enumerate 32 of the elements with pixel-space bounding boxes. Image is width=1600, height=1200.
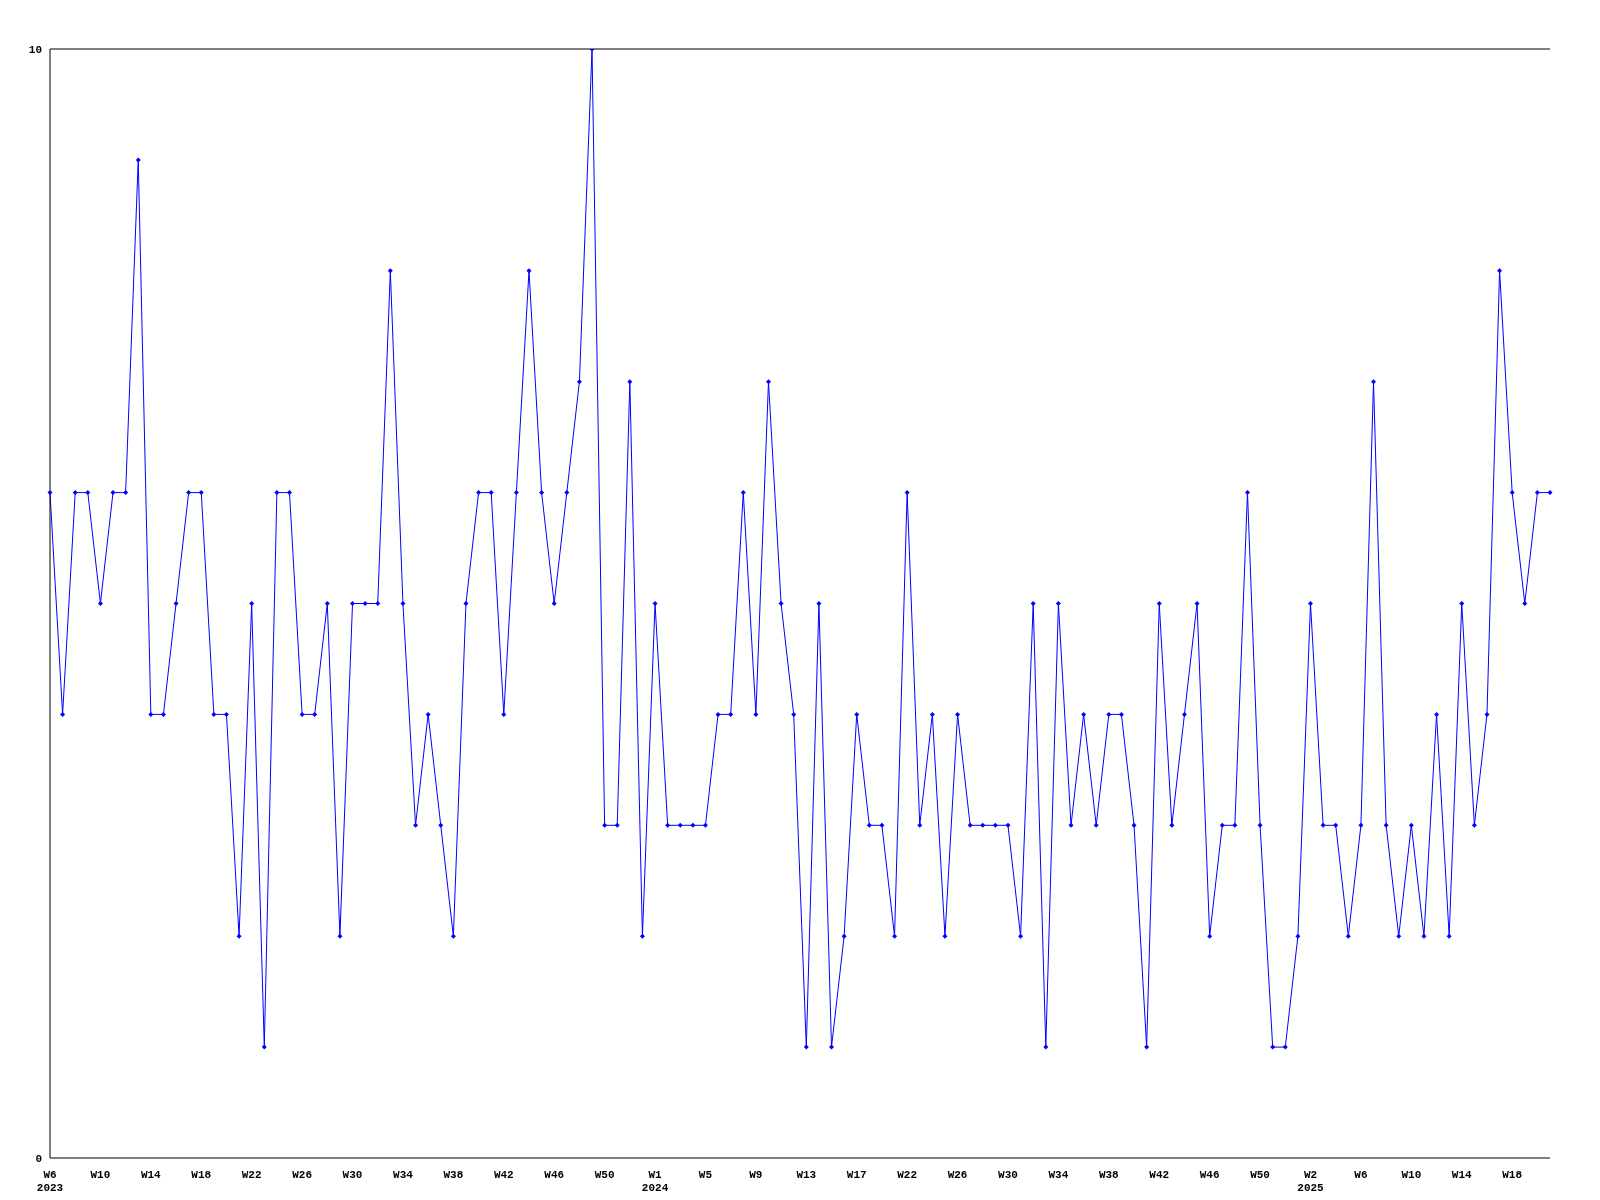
x-tick-label: W9 xyxy=(749,1169,763,1181)
y-tick-label: 10 xyxy=(28,43,42,56)
x-tick-label: W46 xyxy=(544,1169,565,1181)
x-tick-label: W13 xyxy=(796,1169,817,1181)
x-tick-label: W26 xyxy=(292,1169,313,1181)
x-tick-label: W38 xyxy=(443,1169,464,1181)
x-tick-label: W10 xyxy=(90,1169,111,1181)
x-tick-label: W34 xyxy=(1048,1169,1069,1181)
x-tick-label: W6 xyxy=(1354,1169,1368,1181)
x-tick-label: W30 xyxy=(998,1169,1018,1181)
x-tick-label: W18 xyxy=(1502,1169,1523,1181)
x-tick-label: W38 xyxy=(1098,1169,1120,1181)
x-tick-label: W14 xyxy=(140,1169,162,1181)
x-tick-label: W6 2023 xyxy=(36,1169,64,1194)
x-tick-label: W1 2024 xyxy=(641,1169,669,1194)
x-tick-label: W50 xyxy=(594,1169,615,1181)
x-tick-label: W42 xyxy=(1149,1169,1170,1181)
x-tick-label: W17 xyxy=(846,1169,867,1181)
x-tick-label: W10 xyxy=(1401,1169,1422,1181)
x-tick-label: W42 xyxy=(493,1169,514,1181)
x-tick-label: W30 xyxy=(342,1169,363,1181)
x-tick-label: W14 xyxy=(1451,1169,1473,1181)
y-tick-label: 0 xyxy=(35,1152,42,1165)
x-tick-label: W22 xyxy=(241,1169,262,1181)
x-tick-label: W34 xyxy=(393,1169,414,1181)
x-tick-label: W22 xyxy=(897,1169,918,1181)
x-tick-label: W46 xyxy=(1199,1169,1220,1181)
x-tick-label: W50 xyxy=(1250,1169,1270,1181)
x-tick-label: W5 xyxy=(698,1169,713,1181)
x-tick-label: W2 2025 xyxy=(1297,1169,1325,1194)
x-tick-label: W18 xyxy=(191,1169,212,1181)
x-tick-label: W26 xyxy=(947,1169,968,1181)
